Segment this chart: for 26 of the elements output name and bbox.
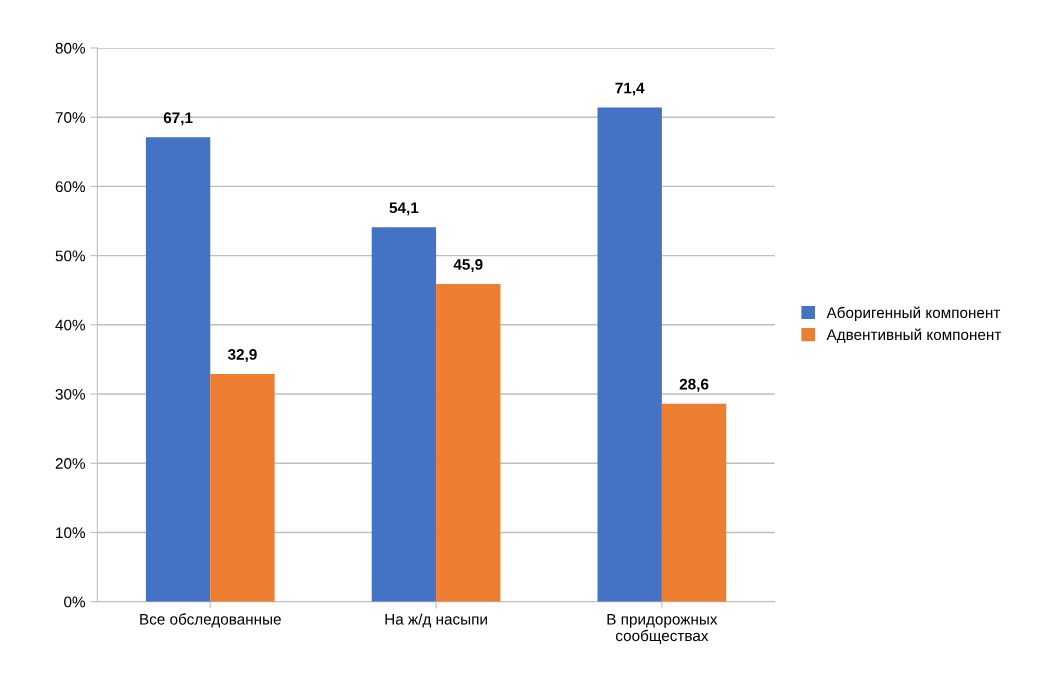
data-label: 28,6 xyxy=(679,378,709,392)
y-tick-label: 20% xyxy=(55,458,86,469)
bar xyxy=(210,373,275,602)
y-tick-label: 30% xyxy=(55,388,86,400)
x-tick-label: На ж/д насыпи xyxy=(385,613,487,628)
data-label: 45,9 xyxy=(453,259,483,273)
bar xyxy=(597,107,662,602)
bar xyxy=(371,227,437,602)
y-tick-label: 70% xyxy=(55,112,86,123)
y-tick-label: 0% xyxy=(64,596,86,608)
bar xyxy=(145,137,211,602)
x-tick-label: Все обследованные xyxy=(140,613,281,628)
data-label: 67,1 xyxy=(163,112,193,126)
x-tick-label: В придорожных сообществах xyxy=(607,614,718,645)
legend-label: Аборигенный компонент xyxy=(826,306,1001,322)
legend-label: Адвентивный компонент xyxy=(826,328,1002,343)
data-label: 32,9 xyxy=(227,349,257,363)
y-tick-label: 60% xyxy=(55,181,86,193)
y-tick-label: 10% xyxy=(56,527,86,539)
y-tick-label: 40% xyxy=(55,319,86,331)
data-label: 54,1 xyxy=(389,202,419,216)
y-tick-label: 50% xyxy=(55,250,86,262)
bar xyxy=(661,403,727,602)
data-label: 71,4 xyxy=(615,82,645,96)
y-tick-label: 80% xyxy=(55,42,86,54)
bar xyxy=(436,283,501,602)
